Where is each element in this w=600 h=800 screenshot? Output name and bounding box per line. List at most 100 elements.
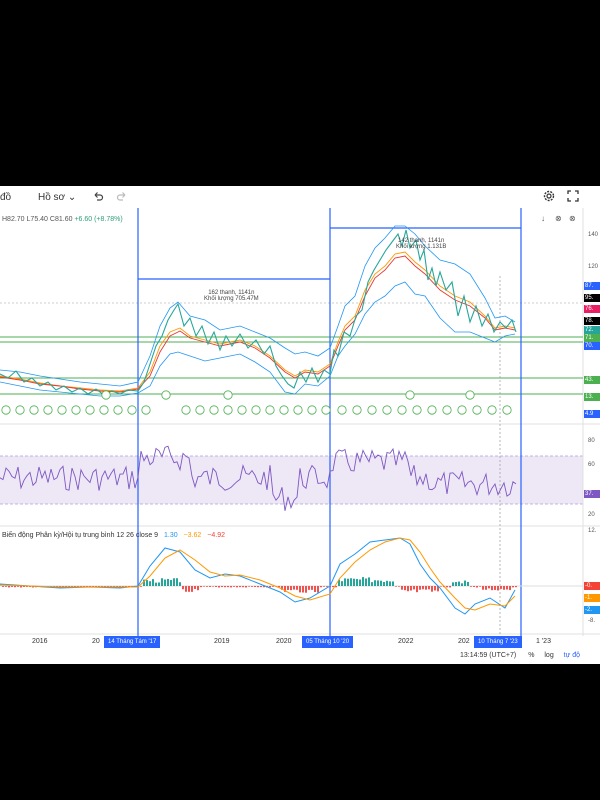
time-axis-selected-date: 10 Tháng 7 '23	[474, 636, 522, 648]
event-marker[interactable]	[223, 390, 233, 400]
histogram-bar	[197, 586, 199, 591]
bollinger-lower-band	[0, 281, 516, 397]
histogram-bar	[191, 586, 193, 592]
histogram-bar	[227, 586, 229, 588]
event-marker[interactable]	[99, 405, 109, 415]
price-tag: 70.	[584, 342, 600, 350]
event-marker[interactable]	[141, 405, 151, 415]
event-marker[interactable]	[337, 405, 347, 415]
histogram-bar	[272, 586, 274, 587]
time-axis-selected-date: 14 Tháng Tám '17	[104, 636, 161, 648]
histogram-bar	[113, 586, 115, 587]
histogram-bar	[362, 577, 364, 586]
histogram-bar	[461, 583, 463, 586]
event-marker[interactable]	[15, 405, 25, 415]
event-marker[interactable]	[181, 405, 191, 415]
histogram-bar	[311, 586, 313, 590]
histogram-bar	[425, 586, 427, 590]
undo-icon[interactable]	[92, 190, 104, 202]
event-marker[interactable]	[457, 405, 467, 415]
histogram-bar	[140, 586, 142, 587]
event-marker[interactable]	[71, 405, 81, 415]
histogram-bar	[164, 579, 166, 586]
event-markers[interactable]	[1, 390, 512, 415]
event-marker[interactable]	[502, 405, 512, 415]
histogram-bar	[155, 582, 157, 586]
ma-line-orange	[0, 251, 516, 392]
histogram-bar	[77, 586, 79, 587]
histogram-bar	[149, 581, 151, 586]
macd-scale-label: -8.	[588, 618, 596, 624]
profile-menu[interactable]: Hồ sơ ⌄	[38, 192, 76, 203]
event-marker[interactable]	[127, 405, 137, 415]
event-marker[interactable]	[85, 405, 95, 415]
event-marker[interactable]	[405, 390, 415, 400]
histogram-bar	[257, 586, 259, 588]
log-toggle[interactable]: log	[544, 652, 554, 659]
event-marker[interactable]	[29, 405, 39, 415]
price-tag: 87.	[584, 282, 600, 290]
bollinger-upper-band	[0, 225, 516, 387]
event-marker[interactable]	[279, 405, 289, 415]
histogram-bar	[332, 586, 334, 588]
event-marker[interactable]	[209, 405, 219, 415]
event-marker[interactable]	[367, 405, 377, 415]
event-marker[interactable]	[223, 405, 233, 415]
event-marker[interactable]	[412, 405, 422, 415]
redo-icon[interactable]	[116, 190, 128, 202]
event-marker[interactable]	[397, 405, 407, 415]
event-marker[interactable]	[307, 405, 317, 415]
event-marker[interactable]	[472, 405, 482, 415]
histogram-bar	[503, 586, 505, 590]
histogram-bar	[350, 578, 352, 586]
histogram-bar	[29, 586, 31, 588]
histogram-bar	[152, 579, 154, 586]
event-marker[interactable]	[101, 390, 111, 400]
price-chart[interactable]	[0, 186, 600, 664]
event-marker[interactable]	[352, 405, 362, 415]
histogram-bar	[407, 586, 409, 592]
fullscreen-icon[interactable]	[566, 189, 580, 203]
event-marker[interactable]	[237, 405, 247, 415]
event-marker[interactable]	[487, 405, 497, 415]
event-marker[interactable]	[43, 405, 53, 415]
event-marker[interactable]	[442, 405, 452, 415]
histogram-bar	[14, 586, 16, 588]
event-marker[interactable]	[251, 405, 261, 415]
histogram-bar	[428, 586, 430, 590]
close-pane-icon[interactable]: ⊗	[555, 214, 562, 223]
histogram-bar	[143, 579, 145, 586]
profile-label: Hồ sơ	[38, 192, 66, 203]
event-marker[interactable]	[113, 405, 123, 415]
histogram-bar	[203, 586, 205, 587]
event-marker[interactable]	[382, 405, 392, 415]
maximize-pane-icon[interactable]: ⊗	[569, 214, 576, 223]
event-marker[interactable]	[265, 405, 275, 415]
histogram-bar	[173, 578, 175, 586]
macd-legend[interactable]: Biến động Phân kỳ/Hội tụ trung bình 12 2…	[2, 532, 225, 539]
event-marker[interactable]	[195, 405, 205, 415]
percent-toggle[interactable]: %	[528, 652, 535, 659]
move-down-icon[interactable]: ↓	[541, 214, 545, 223]
histogram-bar	[110, 586, 112, 587]
toolbar-left-fragment[interactable]: đồ	[0, 192, 12, 203]
ohlc-low: L75.40	[26, 216, 48, 223]
histogram-bar	[494, 586, 496, 590]
histogram-bar	[2, 586, 4, 587]
event-marker[interactable]	[57, 405, 67, 415]
rsi-scale-label: 60	[588, 462, 595, 468]
event-marker[interactable]	[465, 390, 475, 400]
histogram-bar	[512, 586, 514, 588]
event-marker[interactable]	[321, 405, 331, 415]
histogram-bar	[80, 586, 82, 587]
gear-icon[interactable]	[542, 189, 556, 203]
event-marker[interactable]	[293, 405, 303, 415]
event-marker[interactable]	[427, 405, 437, 415]
auto-scale-toggle[interactable]: tự độ	[563, 652, 581, 659]
macd-signal-value: −3.62	[183, 532, 202, 539]
time-axis-label: 1 '23	[536, 638, 551, 645]
macd-value: 1.30	[164, 532, 178, 539]
histogram-bar	[233, 586, 235, 587]
event-marker[interactable]	[1, 405, 11, 415]
event-marker[interactable]	[161, 390, 171, 400]
